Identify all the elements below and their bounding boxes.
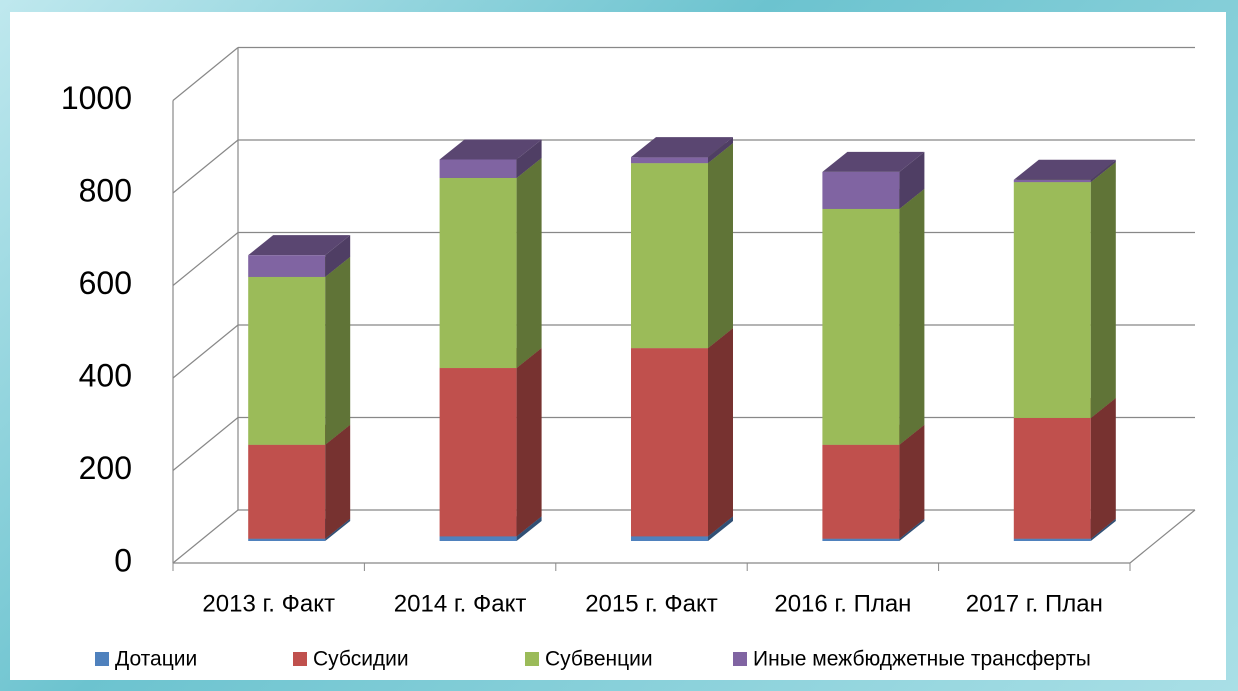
bar-top — [439, 139, 542, 160]
bar-side — [899, 151, 925, 209]
bar-side — [325, 518, 351, 541]
bar-side — [899, 424, 925, 539]
legend-swatch — [293, 652, 307, 666]
bar-top — [822, 151, 925, 172]
wall-line — [172, 324, 239, 379]
bar-segment — [248, 538, 326, 541]
bar-segment — [248, 276, 326, 445]
bar-segment — [631, 157, 708, 164]
bar-side — [325, 235, 351, 277]
bar-side — [899, 518, 925, 541]
bar-side — [708, 137, 733, 164]
x-tick-label: 2016 г. План — [774, 590, 911, 617]
y-tick-label: 600 — [79, 265, 132, 301]
bar-segment — [822, 171, 900, 209]
x-tick-label: 2015 г. Факт — [585, 590, 718, 617]
wall-line — [172, 232, 239, 286]
bar-segment — [439, 177, 517, 369]
bar-side — [899, 188, 925, 445]
y-tick-label: 1000 — [61, 80, 132, 116]
bar-segment — [822, 444, 900, 539]
bar-segment — [248, 255, 326, 277]
bar-side — [1090, 159, 1116, 183]
y-tick-label: 200 — [79, 450, 132, 486]
legend-swatch — [525, 652, 539, 666]
bar-segment — [248, 444, 326, 539]
bar-segment — [439, 368, 517, 537]
bar-segment — [1013, 182, 1091, 418]
bar-side — [708, 328, 733, 537]
wall-line — [172, 139, 239, 194]
legend-label: Субсидии — [313, 648, 409, 671]
wall-line — [172, 417, 239, 471]
y-tick-label: 0 — [114, 542, 132, 578]
bar-side — [325, 424, 351, 539]
legend-label: Субвенции — [545, 648, 653, 671]
y-tick-label: 800 — [79, 172, 132, 208]
bar-side — [1090, 518, 1116, 541]
bar-side — [516, 348, 542, 537]
bar-segment — [631, 536, 708, 541]
bar-top — [631, 137, 733, 158]
x-tick-label: 2014 г. Факт — [394, 590, 527, 617]
wall-line — [172, 509, 239, 564]
legend-label: Дотации — [115, 648, 197, 671]
legend-swatch — [733, 652, 747, 666]
bar-side — [1090, 397, 1116, 539]
wall-line — [172, 47, 239, 101]
bar-segment — [1013, 417, 1091, 539]
bar-side — [516, 139, 542, 178]
bar-segment — [631, 348, 708, 537]
x-tick-label: 2017 г. План — [966, 590, 1103, 617]
bar-segment — [1013, 179, 1091, 183]
bar-side — [516, 157, 542, 369]
bar-segment — [439, 536, 517, 541]
y-tick-label: 400 — [79, 357, 132, 393]
bar-segment — [822, 208, 900, 445]
x-tick-label: 2013 г. Факт — [202, 590, 335, 617]
bar-segment — [822, 538, 900, 541]
bar-top — [248, 235, 351, 256]
legend-swatch — [95, 652, 109, 666]
bar-side — [516, 516, 542, 541]
bar-side — [708, 143, 733, 349]
bar-side — [708, 516, 733, 541]
bar-side — [1090, 162, 1116, 418]
bar-top — [1013, 159, 1116, 180]
bar-side — [325, 256, 351, 445]
bar-segment — [439, 159, 517, 178]
bar-segment — [631, 163, 708, 349]
bar-segment — [1013, 538, 1091, 541]
legend-label: Иные межбюджетные трансферты — [753, 648, 1091, 671]
